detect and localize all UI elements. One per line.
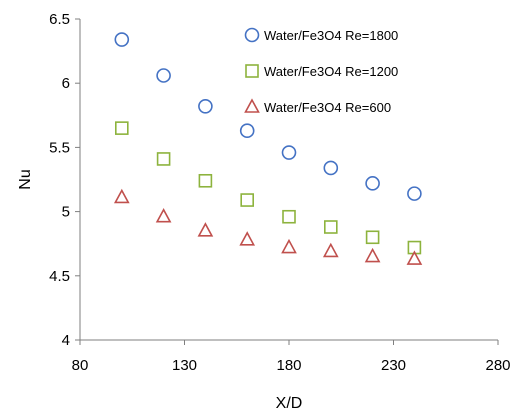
data-point bbox=[239, 123, 255, 139]
data-point bbox=[114, 32, 130, 47]
data-point bbox=[198, 99, 213, 114]
data-point bbox=[364, 247, 381, 263]
data-point bbox=[322, 242, 339, 258]
y-tick-label: 5 bbox=[62, 204, 70, 221]
data-point bbox=[365, 176, 380, 191]
data-point bbox=[407, 186, 422, 201]
x-tick-label: 230 bbox=[381, 357, 406, 374]
series-2 bbox=[115, 121, 422, 255]
data-point bbox=[239, 231, 256, 246]
legend-marker bbox=[244, 98, 260, 113]
data-point bbox=[281, 238, 297, 254]
legend-marker bbox=[245, 64, 259, 78]
y-tick-label: 4.5 bbox=[49, 268, 70, 285]
series-3 bbox=[113, 188, 423, 265]
data-point bbox=[156, 68, 171, 83]
data-point bbox=[156, 152, 171, 166]
ticks bbox=[75, 18, 499, 345]
x-axis-title: X/D bbox=[276, 395, 303, 412]
data-point bbox=[155, 208, 172, 223]
data-point bbox=[240, 193, 254, 207]
data-point bbox=[323, 220, 338, 234]
x-tick-label: 80 bbox=[72, 357, 89, 374]
legend-item: Water/Fe3O4 Re=600 bbox=[244, 98, 391, 115]
data-point bbox=[365, 230, 380, 245]
legend: Water/Fe3O4 Re=1800 Water/Fe3O4 Re=1200 Wa… bbox=[244, 27, 398, 115]
data-point bbox=[115, 121, 129, 135]
y-tick-label: 6 bbox=[62, 75, 70, 92]
data-point bbox=[198, 173, 213, 188]
data-point bbox=[113, 188, 130, 204]
x-tick-label: 130 bbox=[172, 357, 197, 374]
x-tick-label: 280 bbox=[485, 357, 510, 374]
x-tick-label: 180 bbox=[276, 357, 301, 374]
y-tick-label: 4 bbox=[62, 332, 70, 349]
data-point bbox=[323, 160, 339, 176]
legend-label: Water/Fe3O4 Re=1800 bbox=[264, 28, 398, 43]
data-point bbox=[406, 250, 423, 265]
tick-labels: 4 4.5 5 5.5 6 6.5 80 130 180 230 280 bbox=[49, 11, 510, 374]
series-1 bbox=[114, 32, 422, 201]
legend-item: Water/Fe3O4 Re=1800 bbox=[244, 27, 398, 43]
plot-area bbox=[113, 32, 423, 265]
legend-item: Water/Fe3O4 Re=1200 bbox=[245, 64, 398, 79]
data-point bbox=[282, 209, 296, 224]
data-point bbox=[281, 145, 297, 160]
legend-label: Water/Fe3O4 Re=1200 bbox=[264, 64, 398, 79]
y-tick-label: 6.5 bbox=[49, 11, 70, 28]
y-tick-label: 5.5 bbox=[49, 139, 70, 156]
y-axis-title: Nu bbox=[17, 169, 34, 189]
legend-label: Water/Fe3O4 Re=600 bbox=[264, 100, 391, 115]
legend-marker bbox=[244, 27, 260, 43]
data-point bbox=[197, 222, 214, 237]
